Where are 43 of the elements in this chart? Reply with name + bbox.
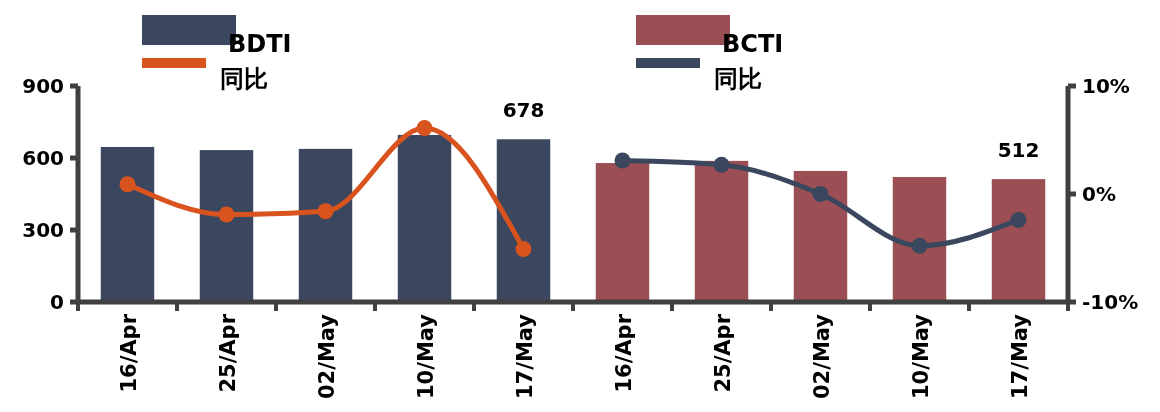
point [317, 203, 334, 220]
point [515, 241, 532, 258]
x-tick-label: 17/May [512, 313, 537, 400]
legend-label: BDTI [228, 30, 292, 58]
legend-label: BCTI [722, 30, 784, 58]
x-tick-label: 17/May [1007, 313, 1032, 400]
y-tick-label: 900 [22, 74, 64, 98]
y-tick-label: 300 [22, 218, 64, 242]
y2-tick-label: 10% [1082, 74, 1130, 98]
data-label: 678 [502, 98, 545, 123]
point [119, 176, 136, 193]
x-tick-label: 25/Apr [215, 313, 240, 393]
bar [694, 160, 749, 302]
x-tick-label: 16/Apr [116, 313, 141, 393]
y-tick-label: 600 [22, 146, 64, 170]
bar [298, 148, 353, 302]
point [713, 156, 730, 173]
x-tick-label: 16/Apr [611, 313, 636, 393]
bar [991, 179, 1046, 302]
y2-tick-label: -10% [1082, 290, 1139, 314]
legend-label: 同比 [220, 65, 268, 93]
x-tick-label: 10/May [413, 313, 438, 400]
y-tick-label: 0 [50, 290, 64, 314]
legend-label: 同比 [714, 65, 762, 93]
x-tick-label: 25/Apr [710, 313, 735, 393]
bar [793, 170, 848, 302]
bar [199, 150, 254, 302]
point [1010, 211, 1027, 228]
y2-tick-label: 0% [1082, 182, 1116, 206]
point [911, 237, 928, 254]
bar [397, 134, 452, 302]
data-label: 512 [997, 138, 1040, 163]
bar [496, 139, 551, 302]
x-tick-label: 02/May [809, 313, 834, 400]
point [218, 206, 235, 223]
x-tick-label: 02/May [314, 313, 339, 400]
bar [100, 146, 155, 302]
bar [892, 176, 947, 302]
point [614, 152, 631, 169]
point [416, 120, 433, 137]
point [812, 186, 829, 202]
bar [595, 163, 650, 302]
x-tick-label: 10/May [908, 313, 933, 400]
